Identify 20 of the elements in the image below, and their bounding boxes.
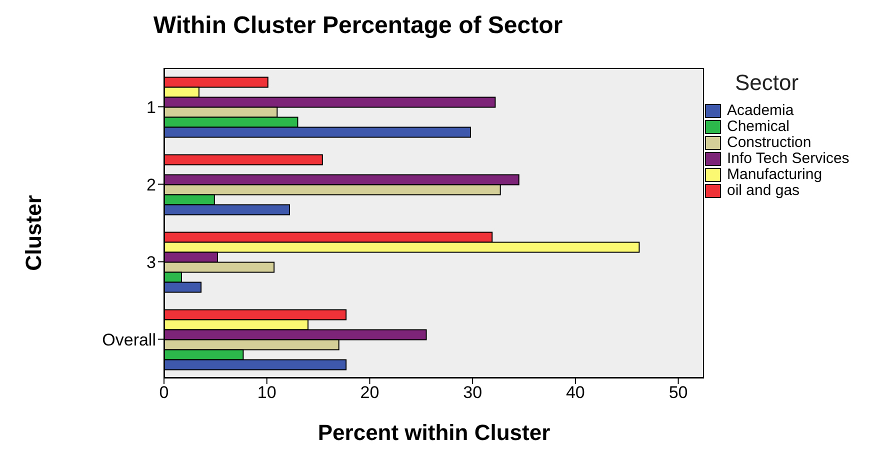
legend-label: Info Tech Services [727, 150, 850, 167]
legend-label: Manufacturing [727, 166, 824, 183]
chart-title: Within Cluster Percentage of Sector [152, 12, 564, 40]
legend-label: Chemical [727, 118, 791, 135]
legend-label: oil and gas [727, 182, 800, 199]
y-tick-label: Overall [102, 330, 156, 350]
x-tick-label: 30 [463, 383, 482, 402]
y-axis-title: Cluster [21, 195, 47, 271]
y-tick-label: 3 [146, 252, 156, 272]
x-tick-label: 0 [159, 383, 169, 402]
x-tick-label: 10 [257, 383, 276, 402]
y-tick-label: 2 [146, 175, 156, 194]
x-tick-label: 50 [668, 383, 688, 402]
x-tick-label: 40 [566, 383, 585, 402]
x-axis-title: Percent within Cluster [316, 420, 552, 446]
legend-label: Academia [727, 102, 795, 119]
legend-label: Construction [727, 134, 812, 151]
x-tick-label: 20 [360, 383, 380, 402]
y-tick-label: 1 [146, 98, 156, 117]
legend-title: Sector [734, 70, 800, 96]
